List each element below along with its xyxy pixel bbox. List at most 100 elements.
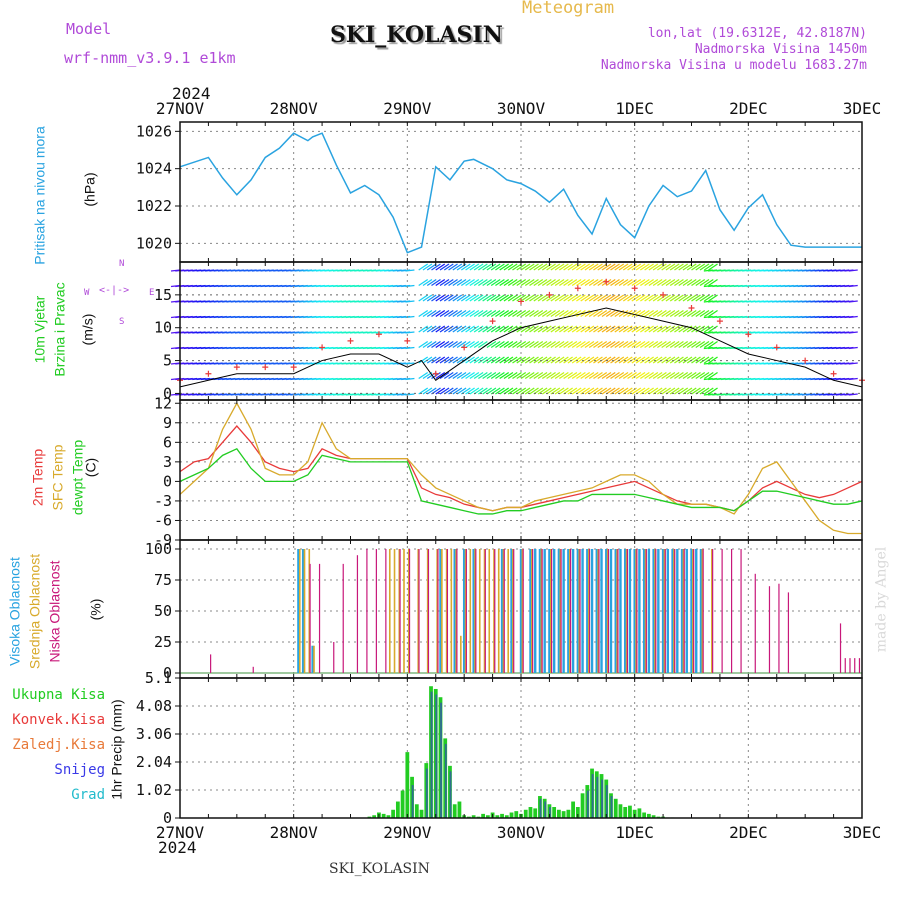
- precip-tick-label: 5.1: [145, 669, 172, 687]
- cloud-tick-label: 75: [154, 571, 172, 589]
- compass-w: W: [84, 288, 89, 298]
- cloud-high-bar: [686, 549, 688, 673]
- precip-total-bar: [619, 804, 623, 818]
- precip-legend-freezing: Zaledj.Kisa: [12, 737, 105, 753]
- cloud-low-bar: [849, 658, 850, 673]
- elevation: Nadmorska Visina 1450m: [695, 42, 867, 57]
- cloud-high-bar: [553, 549, 555, 673]
- pressure-line: [180, 133, 862, 252]
- pressure-panel: [180, 133, 862, 252]
- gust-marker: [234, 364, 240, 370]
- cloud-low-bar: [769, 586, 770, 673]
- precip-total-bar: [552, 807, 556, 818]
- precip-tick-label: 3.06: [136, 725, 172, 743]
- precip-total-bar: [510, 813, 514, 818]
- gust-marker: [632, 285, 638, 291]
- day-label-bottom: 29NOV: [383, 823, 432, 842]
- day-label-top: 1DEC: [615, 99, 654, 118]
- cloud-low-bar: [703, 549, 704, 673]
- precip-total-bar: [581, 793, 585, 818]
- cloud-low-bar: [532, 549, 533, 673]
- wind-unit: (m/s): [81, 300, 96, 360]
- precip-total-bar: [628, 806, 632, 818]
- day-label-bottom: 30NOV: [497, 823, 546, 842]
- cloud-low-bar: [542, 549, 543, 673]
- temp-unit: (C): [84, 448, 99, 488]
- day-label-bottom: 3DEC: [843, 823, 882, 842]
- precip-total-bar: [396, 802, 400, 818]
- precip-total-bar: [420, 810, 424, 818]
- wind-tick-label: 5: [163, 352, 172, 370]
- cloud-high-bar: [619, 549, 621, 673]
- precip-snow-bar: [606, 785, 608, 818]
- model-value: wrf-nmm_v3.9.1 e1km: [64, 49, 236, 67]
- cloud-mid-bar: [389, 549, 391, 673]
- precip-total-bar: [529, 807, 533, 818]
- compass-s: S: [119, 317, 124, 327]
- precip-tick-label: 0: [163, 809, 172, 827]
- cloud-low-bar: [617, 549, 618, 673]
- precip-total-bar: [571, 802, 575, 818]
- precip-total-bar: [533, 808, 537, 818]
- cloud-mid-bar: [394, 549, 396, 673]
- cloud-low-bar: [755, 574, 756, 673]
- precip-snow-bar: [445, 744, 447, 818]
- precip-snow-bar: [435, 694, 437, 818]
- cloud-high-bar: [600, 549, 602, 673]
- cloud-low-bar: [845, 658, 846, 673]
- cloud-tick-label: 25: [154, 633, 172, 651]
- pressure-tick-label: 1022: [136, 197, 172, 215]
- cloud-label-low: Niska Oblacnost: [48, 542, 63, 682]
- day-label-top: 30NOV: [497, 99, 546, 118]
- precip-snow-bar: [412, 785, 414, 818]
- cloud-high-bar: [562, 549, 564, 673]
- cloud-low-bar: [210, 654, 211, 673]
- precip-total-bar: [614, 799, 618, 818]
- gust-marker: [660, 292, 666, 298]
- panel-frame-precip: [180, 678, 862, 818]
- cloud-low-bar: [570, 549, 571, 673]
- cloud-low-bar: [376, 549, 377, 673]
- cloud-low-bar: [319, 564, 320, 673]
- cloud-low-bar: [253, 667, 254, 673]
- gust-marker: [717, 318, 723, 324]
- cloud-low-bar: [589, 549, 590, 673]
- cloud-mid-bar: [304, 549, 306, 673]
- cloud-low-bar: [646, 549, 647, 673]
- cloud-low-bar: [854, 658, 855, 673]
- precip-snow-bar: [431, 692, 433, 818]
- cloud-low-bar: [693, 549, 694, 673]
- cloud-low-bar: [579, 549, 580, 673]
- cloud-label-high: Visoka Oblacnost: [8, 542, 23, 682]
- precip-snow-bar: [601, 780, 603, 818]
- precip-legend-conv: Konvek.Kisa: [12, 712, 105, 728]
- precip-total-bar: [415, 804, 419, 818]
- cloud-low-bar: [456, 549, 457, 673]
- precip-snow-bar: [440, 703, 442, 818]
- gust-marker: [404, 338, 410, 344]
- cloud-low-bar: [437, 549, 438, 673]
- precip-total-bar: [401, 791, 405, 818]
- cloud-mid-bar: [451, 549, 453, 673]
- cloud-low-bar: [731, 549, 732, 673]
- station-title: SKI_KOLASIN: [330, 22, 503, 48]
- temp-tick-label: 3: [163, 453, 172, 471]
- footer-station: SKI_KOLASIN: [329, 861, 430, 877]
- precip-snow-bar: [544, 802, 546, 818]
- watermark: made by Angel: [875, 540, 890, 660]
- cloud-tick-label: 100: [145, 540, 172, 558]
- cloud-high-bar: [667, 549, 669, 673]
- wind-label-1: 10m Vjetar: [33, 280, 48, 380]
- cloud-low-bar: [309, 564, 310, 673]
- precip-total-bar: [514, 811, 518, 818]
- cloud-tick-label: 50: [154, 602, 172, 620]
- cloud-high-bar: [581, 549, 583, 673]
- precip-legend-snow: Snijeg: [54, 762, 105, 778]
- gust-marker: [689, 305, 695, 311]
- precip-snow-bar: [592, 774, 594, 818]
- wind-tick-label: 10: [154, 319, 172, 337]
- temp-tick-label: 6: [163, 433, 172, 451]
- precip-tick-label: 2.04: [136, 753, 172, 771]
- cloud-low-bar: [598, 549, 599, 673]
